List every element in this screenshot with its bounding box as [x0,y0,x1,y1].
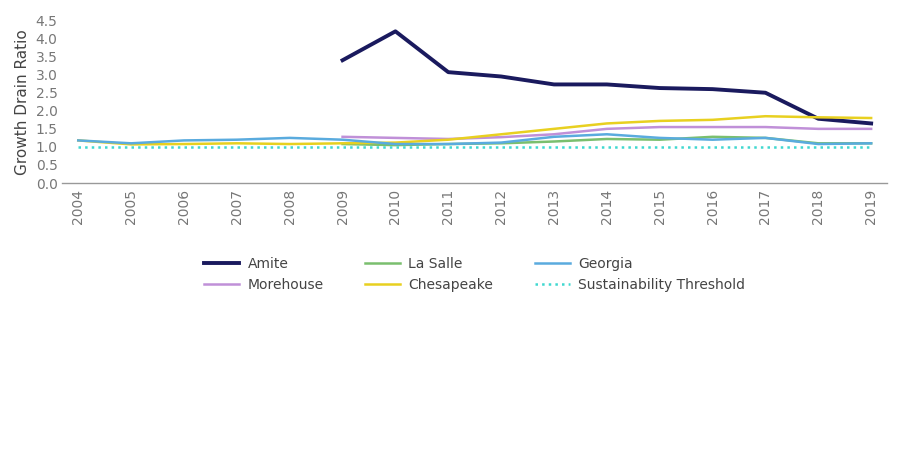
Amite [707,86,718,92]
Sustainability Threshold [232,144,243,150]
Chesapeake [73,138,84,143]
Y-axis label: Growth Drain Ratio: Growth Drain Ratio [15,29,30,175]
La Salle [866,140,877,146]
Georgia [707,137,718,142]
Chesapeake [390,140,400,146]
Morehouse [602,126,612,132]
Sustainability Threshold [179,144,189,150]
Chesapeake [496,131,507,137]
Legend: Amite, Morehouse, La Salle, Chesapeake, Georgia, Sustainability Threshold: Amite, Morehouse, La Salle, Chesapeake, … [199,252,750,298]
Georgia [496,140,507,146]
Line: Chesapeake: Chesapeake [78,116,871,144]
Sustainability Threshold [654,144,665,150]
Morehouse [496,134,507,140]
La Salle [654,137,665,142]
Chesapeake [337,140,348,146]
Line: Georgia: Georgia [78,134,871,144]
Georgia [284,135,295,141]
Sustainability Threshold [496,144,507,150]
La Salle [496,140,507,146]
Georgia [866,140,877,146]
Georgia [813,141,824,147]
Amite [813,116,824,121]
Georgia [602,131,612,137]
Amite [443,69,454,75]
Chesapeake [284,141,295,147]
Georgia [73,138,84,143]
Chesapeake [813,114,824,120]
Sustainability Threshold [125,144,136,150]
La Salle [337,141,348,147]
Morehouse [443,136,454,142]
Amite [390,29,400,34]
Chesapeake [548,126,559,132]
Chesapeake [602,120,612,126]
La Salle [443,141,454,147]
Morehouse [866,126,877,132]
Sustainability Threshold [866,144,877,150]
Amite [760,90,771,96]
Georgia [179,138,189,143]
Georgia [548,134,559,139]
Line: Amite: Amite [343,31,871,123]
Morehouse [548,131,559,137]
Georgia [125,140,136,146]
Chesapeake [866,115,877,121]
Amite [866,120,877,126]
Sustainability Threshold [813,144,824,150]
Sustainability Threshold [602,144,612,150]
La Salle [813,140,824,146]
La Salle [548,139,559,144]
Chesapeake [654,118,665,124]
Amite [548,81,559,87]
Amite [337,58,348,63]
Line: La Salle: La Salle [343,137,871,145]
Amite [654,85,665,91]
Sustainability Threshold [337,144,348,150]
Morehouse [813,126,824,132]
Amite [496,74,507,79]
Morehouse [654,124,665,130]
La Salle [390,142,400,148]
Chesapeake [760,113,771,119]
La Salle [760,135,771,141]
Amite [602,81,612,87]
Sustainability Threshold [443,144,454,150]
Georgia [760,135,771,141]
Morehouse [760,124,771,130]
Sustainability Threshold [760,144,771,150]
La Salle [707,134,718,139]
Georgia [654,135,665,141]
Sustainability Threshold [284,144,295,150]
Georgia [443,141,454,147]
Georgia [232,137,243,142]
Chesapeake [232,140,243,146]
Georgia [390,141,400,147]
Chesapeake [443,137,454,142]
Sustainability Threshold [707,144,718,150]
Line: Morehouse: Morehouse [343,127,871,139]
Chesapeake [707,117,718,123]
Chesapeake [179,141,189,147]
Sustainability Threshold [73,144,84,150]
Chesapeake [125,141,136,147]
Morehouse [707,124,718,130]
La Salle [602,136,612,142]
Sustainability Threshold [390,144,400,150]
Morehouse [390,135,400,141]
Georgia [337,137,348,142]
Morehouse [337,134,348,139]
Sustainability Threshold [548,144,559,150]
